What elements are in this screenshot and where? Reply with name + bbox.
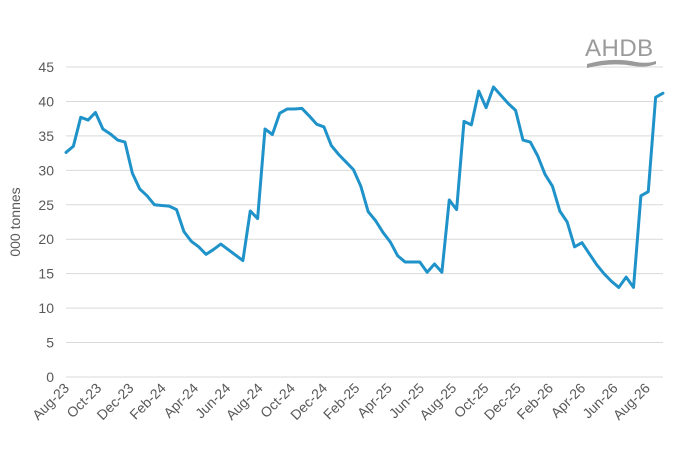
y-axis-ticks: 0 5 10 15 20 25 30 35 40 45 (38, 59, 54, 385)
gridlines (66, 66, 663, 378)
x-tick-label: Aug-26 (610, 380, 653, 423)
y-axis-label: 000 tonnes (7, 187, 23, 256)
y-tick-label: 25 (38, 197, 54, 213)
y-tick-label: 35 (38, 128, 54, 144)
series-line (64, 85, 665, 289)
y-tick-label: 20 (38, 231, 54, 247)
x-axis-ticks: Aug-23Oct-23Dec-23Feb-24Apr-24Jun-24Aug-… (29, 380, 653, 423)
x-tick-label: Aug-24 (222, 380, 265, 423)
y-tick-label: 15 (38, 266, 54, 282)
logo-wave-icon (587, 59, 656, 68)
y-tick-label: 45 (38, 59, 54, 75)
y-tick-label: 30 (38, 162, 54, 178)
x-tick-label: Feb-25 (320, 380, 363, 423)
y-tick-label: 40 (38, 93, 54, 109)
logo-text: AHDB (585, 35, 654, 62)
x-tick-label: Feb-24 (126, 380, 169, 423)
ahdb-logo: AHDB (585, 35, 656, 68)
x-tick-label: Aug-23 (29, 380, 72, 423)
x-tick-label: Feb-26 (513, 380, 556, 423)
y-tick-label: 5 (46, 335, 54, 351)
y-tick-label: 0 (46, 369, 54, 385)
x-tick-label: Aug-25 (416, 380, 459, 423)
y-tick-label: 10 (38, 300, 54, 316)
